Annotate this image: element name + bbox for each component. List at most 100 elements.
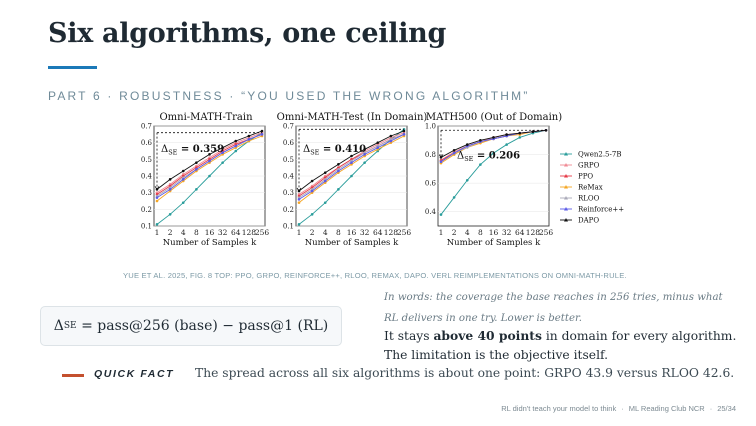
x-tick-label: 8 (194, 228, 199, 237)
data-point (363, 148, 366, 151)
slide-title: Six algorithms, one ceiling (48, 18, 447, 49)
data-point (168, 213, 172, 216)
y-tick-label: 0.6 (425, 180, 437, 188)
data-point (389, 139, 393, 143)
x-tick-label: 16 (489, 228, 499, 237)
in-words-note: In words: the coverage the base reaches … (384, 292, 723, 324)
data-point (479, 138, 482, 142)
data-point (297, 223, 301, 226)
data-point (195, 188, 198, 191)
data-point (221, 146, 224, 149)
delta-se-label: ΔSE = 0.359 (161, 144, 224, 157)
x-tick-label: 128 (526, 228, 541, 237)
y-tick-label: 0.3 (141, 189, 152, 197)
x-tick-label: 4 (181, 228, 186, 237)
data-point (297, 201, 301, 204)
x-tick-label: 4 (465, 228, 470, 237)
x-tick-label: 16 (205, 228, 215, 237)
x-tick-label: 2 (310, 228, 315, 237)
x-axis-label: Number of Samples k (305, 238, 399, 248)
title-accent-bar (48, 66, 97, 69)
annotation-arrow (438, 154, 444, 159)
data-point (155, 199, 159, 203)
y-tick-label: 0.2 (283, 206, 294, 214)
data-point (350, 161, 353, 164)
plot-frame (437, 125, 550, 227)
data-point (323, 201, 327, 204)
x-tick-label: 64 (373, 228, 383, 237)
data-point (195, 168, 198, 171)
x-tick-label: 8 (336, 228, 341, 237)
data-point (518, 136, 522, 139)
x-tick-label: 32 (360, 228, 370, 237)
formula-lhs-sub: SE (63, 321, 77, 331)
footer-deck-title: RL didn't teach your model to think (501, 404, 617, 413)
data-point (402, 133, 406, 136)
data-point (337, 163, 340, 166)
legend-label: Reinforce++ (578, 206, 624, 214)
legend-marker (564, 163, 568, 167)
legend-marker (564, 207, 568, 211)
footer-page-number: 25/34 (717, 404, 736, 413)
delta-se-label: ΔSE = 0.410 (303, 144, 366, 157)
data-point (208, 153, 211, 156)
y-tick-label: 0.3 (283, 189, 294, 197)
data-point (310, 189, 314, 193)
quick-fact-text: The spread across all six algorithms is … (195, 366, 735, 380)
x-tick-label: 4 (323, 228, 328, 237)
data-point (155, 196, 159, 199)
data-point (363, 161, 366, 164)
legend-marker (564, 218, 568, 222)
slide-footer: RL didn't teach your model to think · ML R… (501, 404, 736, 413)
data-point (452, 151, 456, 155)
legend-label: ReMax (578, 184, 603, 192)
data-point (337, 188, 340, 191)
legend-marker (564, 185, 568, 189)
chart-title: MATH500 (Out of Domain) (426, 112, 562, 123)
body-line-1-bold: above 40 points (433, 328, 542, 343)
data-point (310, 179, 314, 183)
x-tick-label: 1 (155, 228, 160, 237)
data-point (505, 133, 508, 136)
chart-title: Omni-MATH-Train (159, 112, 253, 123)
data-point (465, 178, 469, 182)
data-point (350, 154, 353, 158)
data-point (439, 213, 443, 216)
y-tick-label: 0.7 (283, 123, 294, 131)
formula-rhs: = pass@256 (base) − pass@1 (RL) (81, 318, 329, 334)
y-tick-label: 1.0 (425, 123, 436, 131)
data-point (181, 178, 185, 181)
chart-title: Omni-MATH-Test (In Domain) (277, 112, 428, 123)
data-point (297, 198, 301, 201)
data-point (531, 130, 535, 134)
data-point (479, 163, 482, 166)
x-tick-label: 2 (168, 228, 173, 237)
data-point (350, 174, 353, 178)
y-tick-label: 0.8 (425, 151, 436, 159)
x-tick-label: 64 (231, 228, 241, 237)
y-tick-label: 0.6 (141, 139, 153, 147)
x-axis-label: Number of Samples k (447, 238, 541, 248)
chart-panel-2: Omni-MATH-Test (In Domain) 0.1 0.2 0.3 0.4 0.… (277, 112, 428, 248)
legend-label: Qwen2.5-7B (578, 151, 621, 159)
legend-marker (564, 152, 568, 156)
body-line-1-post: in domain for every algorithm. (541, 329, 737, 343)
data-point (492, 136, 495, 139)
data-point (208, 159, 211, 163)
delta-se-label: ΔSE = 0.206 (457, 151, 520, 164)
data-point (155, 223, 159, 226)
y-tick-label: 0.1 (283, 223, 294, 231)
data-point (181, 201, 185, 204)
data-point (452, 148, 456, 152)
data-point (260, 133, 264, 136)
data-point (376, 146, 380, 149)
chart-legend: Qwen2.5-7B GRPO PPO ReMax RLOO Reinforce++ DAP… (560, 151, 624, 225)
legend-label: RLOO (578, 195, 600, 203)
data-point (260, 129, 264, 133)
data-point (323, 171, 327, 174)
data-point (168, 188, 172, 191)
y-tick-label: 0.4 (283, 173, 295, 181)
data-point (439, 160, 443, 164)
x-tick-label: 256 (255, 228, 270, 237)
